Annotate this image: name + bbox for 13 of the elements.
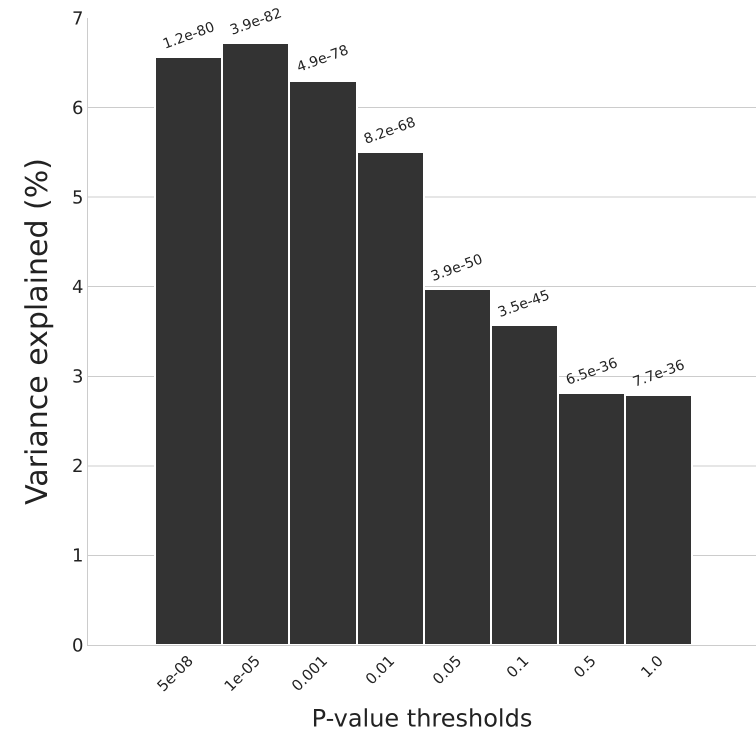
x-tick-label: 1.0 xyxy=(637,652,667,682)
x-tick-label: 0.1 xyxy=(502,652,533,682)
x-tick-label: 0.5 xyxy=(570,652,600,682)
y-tick-label: 6 xyxy=(72,98,84,119)
y-tick-label: 4 xyxy=(72,277,84,298)
y-tick-label: 5 xyxy=(72,187,84,208)
y-tick-label: 0 xyxy=(72,635,84,656)
x-axis-title: P-value thresholds xyxy=(312,704,532,733)
y-tick-label: 1 xyxy=(72,546,84,567)
y-tick-label: 2 xyxy=(72,456,84,478)
y-axis-title: Variance explained (%) xyxy=(20,158,55,505)
y-tick-label: 7 xyxy=(72,8,84,30)
y-tick-label: 3 xyxy=(72,366,84,388)
